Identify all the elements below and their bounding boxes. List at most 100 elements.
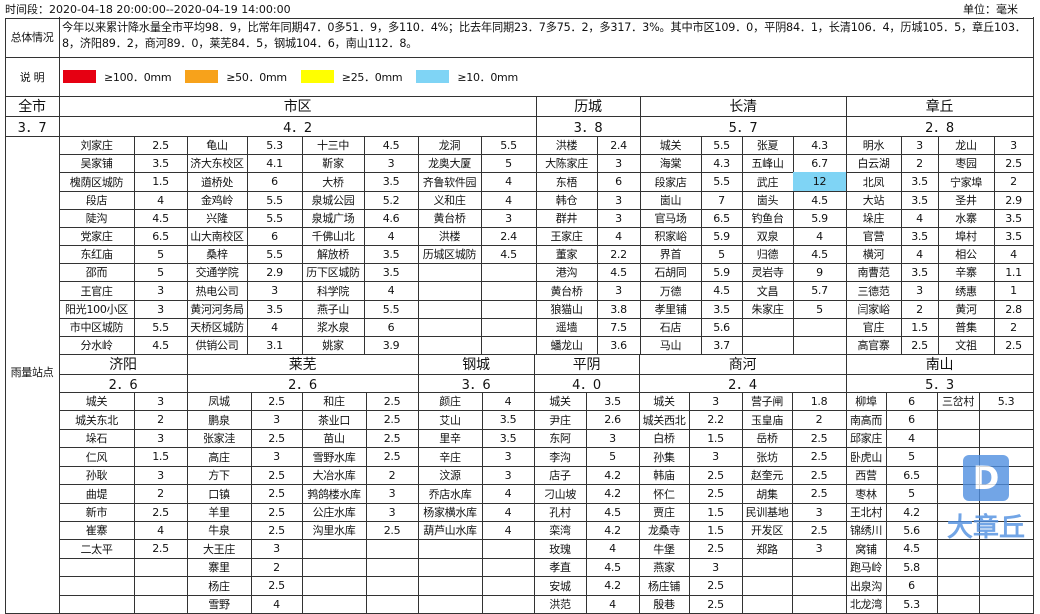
station-rainfall: 2.5 (792, 429, 847, 448)
station-name: 刁山坡 (534, 484, 587, 504)
station-name: 羊里 (187, 503, 252, 522)
station-name: 武庄 (742, 172, 794, 192)
station-rainfall: 3 (134, 466, 188, 485)
station-name: 邱家庄 (846, 429, 887, 448)
summary-text: 今年以来累计降水量全市平均98．9，比常年同期47．0多51．9，多110．4%… (59, 17, 1034, 58)
station-rainfall: 5.5 (701, 172, 743, 192)
station-rainfall: 2.5 (689, 539, 743, 559)
station-rainfall: 3.1 (247, 336, 303, 355)
legend-item-label: ≥50．0mm (226, 70, 287, 84)
empty-cell (482, 539, 535, 559)
empty-cell (134, 558, 188, 577)
empty-cell (418, 595, 483, 614)
station-rainfall: 2.5 (994, 336, 1034, 355)
station-name: 鹁鸽楼水库 (302, 484, 367, 504)
empty-cell (366, 576, 419, 596)
station-rainfall: 5.3 (247, 136, 303, 155)
station-name: 历城区城防 (418, 245, 482, 264)
station-name: 店子 (534, 466, 587, 485)
station-rainfall: 6.7 (793, 154, 847, 173)
station-rainfall: 5.5 (247, 209, 303, 228)
empty-cell (418, 281, 482, 301)
station-rainfall: 5 (886, 447, 938, 467)
region-value: 3．8 (536, 116, 641, 137)
station-name: 金鸡岭 (187, 191, 248, 210)
station-name: 界首 (640, 245, 702, 264)
station-rainfall: 3 (134, 281, 188, 301)
station-rainfall: 5 (481, 154, 537, 173)
station-rainfall: 3 (482, 447, 535, 467)
station-name: 跑马岭 (846, 558, 887, 577)
station-rainfall: 5 (134, 263, 188, 282)
station-rainfall: 4.2 (586, 484, 640, 504)
station-rainfall: 3 (689, 558, 743, 577)
empty-cell (937, 429, 980, 448)
station-name: 辛庄 (418, 447, 483, 467)
station-name: 高庄 (187, 447, 252, 467)
station-rainfall: 7.5 (597, 318, 641, 337)
station-rainfall: 3 (792, 539, 847, 559)
station-name: 圣井 (938, 191, 995, 210)
station-name: 蟠龙山 (536, 336, 598, 355)
station-name: 韩庙 (639, 466, 690, 485)
station-rainfall: 4 (597, 227, 641, 246)
station-name: 洪楼 (536, 136, 598, 155)
station-rainfall: 2.5 (134, 539, 188, 559)
station-name: 韩仓 (536, 191, 598, 210)
station-rainfall: 2.5 (251, 429, 303, 448)
empty-cell (793, 336, 847, 355)
station-name: 殷巷 (639, 595, 690, 614)
station-rainfall: 3 (366, 503, 419, 522)
station-rainfall: 3 (689, 392, 743, 411)
station-name: 大站 (846, 191, 902, 210)
empty-cell (937, 410, 980, 430)
station-name: 柳埠 (846, 392, 887, 411)
station-name: 历下区城防 (302, 263, 365, 282)
station-rainfall: 5 (886, 484, 938, 504)
station-rainfall: 4 (886, 429, 938, 448)
station-rainfall: 6 (886, 410, 938, 430)
station-name: 和庄 (302, 392, 367, 411)
station-rainfall: 3.7 (701, 336, 743, 355)
station-name: 城关 (534, 392, 587, 411)
station-rainfall: 4.5 (793, 191, 847, 210)
station-rainfall: 3.8 (597, 300, 641, 319)
station-name: 槐荫区城防 (59, 172, 135, 192)
empty-cell (979, 558, 1034, 577)
station-name: 凤城 (187, 392, 252, 411)
station-name: 张坊 (742, 447, 793, 467)
station-name: 龙洞 (418, 136, 482, 155)
station-rainfall: 5.5 (364, 300, 419, 319)
station-rainfall: 2.5 (251, 466, 303, 485)
empty-cell (793, 318, 847, 337)
station-rainfall: 1 (994, 281, 1034, 301)
station-rainfall: 5.5 (247, 245, 303, 264)
station-name: 枣园 (938, 154, 995, 173)
empty-cell (481, 318, 537, 337)
station-name: 城关西北 (639, 410, 690, 430)
station-rainfall: 6.5 (701, 209, 743, 228)
empty-cell (481, 263, 537, 282)
station-rainfall: 3 (901, 281, 939, 301)
station-name: 郑路 (742, 539, 793, 559)
station-name: 相公 (938, 245, 995, 264)
stations-label: 雨量站点 (5, 136, 60, 614)
station-name: 窝铺 (846, 539, 887, 559)
station-name: 崔寨 (59, 521, 135, 540)
watermark-logo: D 大章丘 (942, 455, 1030, 544)
city-name: 全市 (5, 96, 60, 117)
station-name: 孔村 (534, 503, 587, 522)
station-rainfall: 12 (793, 172, 847, 192)
station-rainfall: 2.5 (251, 576, 303, 596)
station-rainfall: 4.5 (886, 539, 938, 559)
station-name: 积家峪 (640, 227, 702, 246)
station-name: 鹏泉 (187, 410, 252, 430)
station-rainfall: 5.9 (793, 209, 847, 228)
station-name: 浆水泉 (302, 318, 365, 337)
station-rainfall: 4.6 (364, 209, 419, 228)
station-name: 大陈家庄 (536, 154, 598, 173)
station-name: 石店 (640, 318, 702, 337)
station-name: 济大东校区 (187, 154, 248, 173)
station-rainfall: 3 (247, 281, 303, 301)
station-name: 城关东北 (59, 410, 135, 430)
